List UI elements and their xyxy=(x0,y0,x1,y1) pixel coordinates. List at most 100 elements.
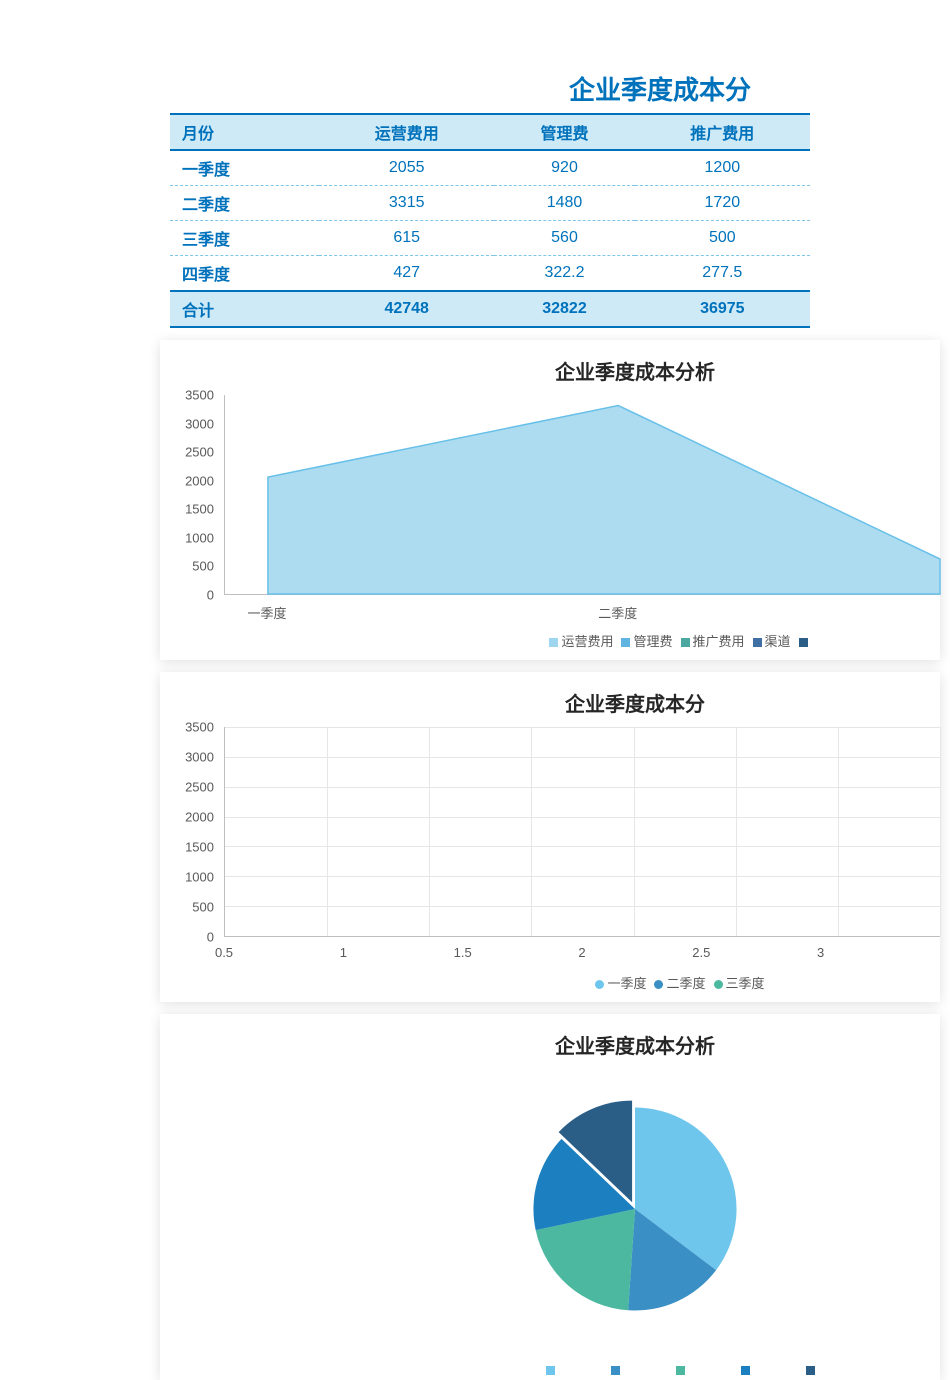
area-series xyxy=(268,406,940,594)
col-mgmt: 管理费 xyxy=(494,114,634,150)
y-tick: 0 xyxy=(207,588,214,603)
table-cell: 2055 xyxy=(319,150,494,186)
col-promo: 推广费用 xyxy=(635,114,810,150)
v-gridline xyxy=(634,727,635,936)
col-ops: 运营费用 xyxy=(319,114,494,150)
table-row: 二季度331514801720 xyxy=(170,186,810,221)
table-cell: 427 xyxy=(319,256,494,292)
table-cell: 1480 xyxy=(494,186,634,221)
y-tick: 0 xyxy=(207,930,214,945)
legend-item: 三季度 xyxy=(714,973,765,992)
cost-table: 月份 运营费用 管理费 推广费用 一季度20559201200二季度331514… xyxy=(170,113,810,328)
y-tick: 1000 xyxy=(185,530,214,545)
h-gridline xyxy=(225,787,940,788)
legend-swatch xyxy=(799,638,808,647)
area-chart-title: 企业季度成本分析 xyxy=(160,356,940,385)
table-cell: 42748 xyxy=(319,291,494,327)
x-tick: 2.5 xyxy=(692,945,710,960)
y-tick: 3500 xyxy=(185,388,214,403)
v-gridline xyxy=(838,727,839,936)
legend-swatch xyxy=(621,638,630,647)
x-tick: 3 xyxy=(817,945,824,960)
table-cell: 322.2 xyxy=(494,256,634,292)
table-cell: 560 xyxy=(494,221,634,256)
x-tick: 一季度 xyxy=(247,603,286,622)
legend-item: 一季度 xyxy=(595,973,646,992)
table-cell: 二季度 xyxy=(170,186,319,221)
y-tick: 2000 xyxy=(185,473,214,488)
v-gridline xyxy=(531,727,532,936)
table-row: 一季度20559201200 xyxy=(170,150,810,186)
col-month: 月份 xyxy=(170,114,319,150)
table-cell: 920 xyxy=(494,150,634,186)
table-cell: 1200 xyxy=(635,150,810,186)
x-tick: 1 xyxy=(340,945,347,960)
table-header-row: 月份 运营费用 管理费 推广费用 xyxy=(170,114,810,150)
table-cell: 3315 xyxy=(319,186,494,221)
y-tick: 3500 xyxy=(185,720,214,735)
legend-item: 推广费用 xyxy=(681,631,745,650)
legend-item: 二季度 xyxy=(654,973,705,992)
legend-swatch xyxy=(676,1366,685,1375)
table-row: 三季度615560500 xyxy=(170,221,810,256)
legend-swatch xyxy=(546,1366,555,1375)
pie-chart-title: 企业季度成本分析 xyxy=(160,1030,940,1059)
line-plot xyxy=(224,727,940,937)
x-tick: 1.5 xyxy=(454,945,472,960)
h-gridline xyxy=(225,817,940,818)
legend-swatch xyxy=(714,980,723,989)
legend-swatch xyxy=(681,638,690,647)
line-x-axis: 0.511.522.53 xyxy=(224,941,940,967)
table-cell: 一季度 xyxy=(170,150,319,186)
table-cell: 三季度 xyxy=(170,221,319,256)
y-tick: 1500 xyxy=(185,840,214,855)
legend-swatch xyxy=(741,1366,750,1375)
v-gridline xyxy=(736,727,737,936)
y-tick: 1500 xyxy=(185,502,214,517)
line-chart-legend: 一季度二季度三季度 xyxy=(160,967,940,992)
y-tick: 3000 xyxy=(185,416,214,431)
legend-item: 运营费用 xyxy=(549,631,613,650)
line-chart-body: 0500100015002000250030003500 0.511.522.5… xyxy=(160,727,940,967)
h-gridline xyxy=(225,906,940,907)
legend-swatch xyxy=(654,980,663,989)
table-cell: 1720 xyxy=(635,186,810,221)
legend-item xyxy=(799,634,811,649)
y-tick: 3000 xyxy=(185,750,214,765)
x-tick: 二季度 xyxy=(598,603,637,622)
table-cell: 32822 xyxy=(494,291,634,327)
table-total-row: 合计427483282236975 xyxy=(170,291,810,327)
area-chart-panel: 企业季度成本分析 0 500 1000 1500 2000 2500 3000 3500 一季… xyxy=(160,340,940,660)
y-tick: 1000 xyxy=(185,870,214,885)
legend-swatch xyxy=(549,638,558,647)
legend-swatch xyxy=(753,638,762,647)
table-cell: 四季度 xyxy=(170,256,319,292)
x-tick: 2 xyxy=(578,945,585,960)
v-gridline xyxy=(429,727,430,936)
pie-chart-body xyxy=(160,1069,940,1344)
pie-chart-panel: 企业季度成本分析 xyxy=(160,1014,940,1380)
line-y-axis: 0500100015002000250030003500 xyxy=(160,727,220,937)
area-plot xyxy=(224,395,940,595)
table-cell: 615 xyxy=(319,221,494,256)
v-gridline xyxy=(327,727,328,936)
line-chart-panel: 企业季度成本分 0500100015002000250030003500 0.5… xyxy=(160,672,940,1002)
legend-swatch xyxy=(611,1366,620,1375)
area-y-axis: 0500100015002000250030003500 xyxy=(160,395,220,595)
page-title: 企业季度成本分 xyxy=(170,70,950,107)
y-tick: 500 xyxy=(192,559,214,574)
line-chart-title: 企业季度成本分 xyxy=(160,688,940,717)
table-cell: 500 xyxy=(635,221,810,256)
area-chart-body: 0500100015002000250030003500 一季度二季度 xyxy=(160,395,940,625)
legend-swatch xyxy=(595,980,604,989)
table-cell: 合计 xyxy=(170,291,319,327)
pie-svg xyxy=(515,1089,755,1329)
table-cell: 36975 xyxy=(635,291,810,327)
y-tick: 2500 xyxy=(185,445,214,460)
legend-item: 渠道 xyxy=(753,631,791,650)
h-gridline xyxy=(225,727,940,728)
area-chart-legend: 运营费用管理费推广费用渠道 xyxy=(160,625,940,650)
h-gridline xyxy=(225,876,940,877)
h-gridline xyxy=(225,846,940,847)
table-row: 四季度427322.2277.5 xyxy=(170,256,810,292)
